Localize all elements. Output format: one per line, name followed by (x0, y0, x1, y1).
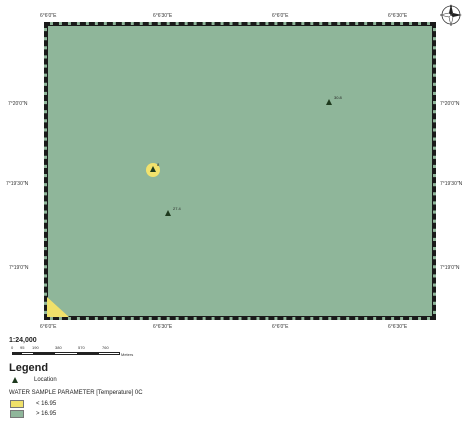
bottom-tick: 6°6'30"E (388, 324, 408, 330)
top-tick: 6°6'30"E (153, 13, 173, 19)
scale-label: 380 (55, 345, 62, 350)
scale-label: 190 (32, 345, 39, 350)
legend-parameter-title: WATER SAMPLE PARAMETER [Temperature] 0C (9, 390, 143, 396)
legend-swatch-high (10, 410, 24, 418)
location-marker-icon[interactable] (165, 210, 171, 216)
compass-letter-n: N (450, 4, 452, 8)
low-temperature-area (47, 297, 69, 317)
legend-class-label: > 16.95 (36, 411, 57, 417)
top-tick: 6°6'0"E (272, 13, 289, 19)
top-tick: 6°6'30"E (388, 13, 408, 19)
map-extent (47, 25, 433, 317)
location-legend-icon (12, 377, 18, 383)
right-tick: 7°19'30"N (440, 181, 463, 187)
scale-label: 760 (102, 345, 109, 350)
scale-label: 95 (20, 345, 25, 350)
legend-title: Legend (9, 362, 49, 374)
north-arrow-compass-icon: N (439, 4, 462, 27)
location-label: 30.8 (334, 95, 342, 100)
legend-swatch-low (10, 400, 24, 408)
right-tick: 7°19'0"N (440, 265, 460, 271)
legend-location-label: Location (34, 377, 57, 383)
scale-bar (12, 352, 120, 355)
left-tick: 7°19'30"N (6, 181, 29, 187)
scale-unit: Meters (121, 352, 134, 357)
top-tick: 6°6'0"E (40, 13, 57, 19)
scale-ratio: 1:24,000 (9, 337, 37, 344)
legend-class-label: < 16.95 (36, 401, 57, 407)
left-tick: 7°20'0"N (8, 101, 28, 107)
bottom-tick: 6°6'0"E (40, 324, 57, 330)
scale-label: 0 (11, 345, 14, 350)
bottom-tick: 6°6'0"E (272, 324, 289, 330)
location-marker-icon[interactable] (150, 166, 156, 172)
location-label: 8 (157, 162, 160, 167)
right-tick: 7°20'0"N (440, 101, 460, 107)
location-marker-icon[interactable] (326, 99, 332, 105)
scale-label: 570 (78, 345, 85, 350)
bottom-tick: 6°6'30"E (153, 324, 173, 330)
map-frame[interactable]: 30.8 8 27.4 (44, 22, 436, 320)
location-label: 27.4 (173, 206, 181, 211)
left-tick: 7°19'0"N (9, 265, 29, 271)
